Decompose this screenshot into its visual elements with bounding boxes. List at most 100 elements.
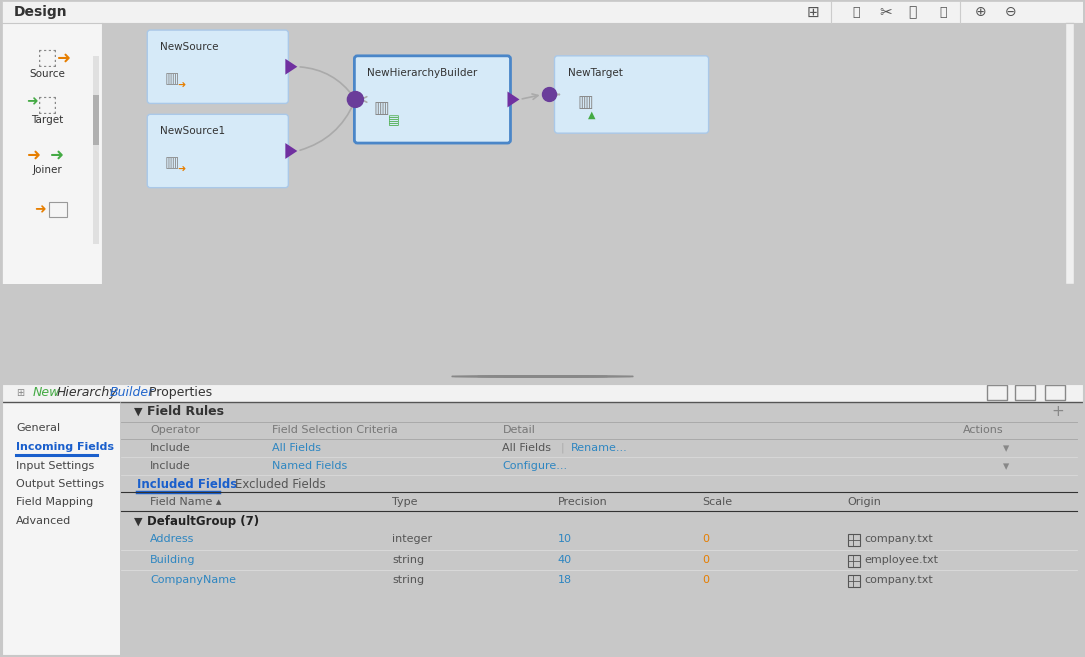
Text: ▥: ▥ <box>577 93 593 112</box>
FancyBboxPatch shape <box>2 402 120 655</box>
Text: ➜: ➜ <box>177 81 186 91</box>
Text: Origin: Origin <box>847 497 881 507</box>
FancyBboxPatch shape <box>93 95 99 145</box>
Polygon shape <box>285 143 297 159</box>
Text: Type: Type <box>393 497 418 507</box>
Text: 📋: 📋 <box>939 6 946 18</box>
Text: Source: Source <box>29 69 65 79</box>
Text: ▼: ▼ <box>135 407 143 417</box>
FancyBboxPatch shape <box>1065 23 1074 284</box>
Text: General: General <box>16 423 61 433</box>
FancyBboxPatch shape <box>2 23 102 284</box>
FancyBboxPatch shape <box>148 114 289 188</box>
Text: ➜: ➜ <box>35 202 46 216</box>
Text: Excluded Fields: Excluded Fields <box>235 478 327 491</box>
Text: ➜: ➜ <box>27 146 41 164</box>
Text: NewSource: NewSource <box>161 42 219 52</box>
Polygon shape <box>508 91 520 107</box>
Text: ▾: ▾ <box>1003 461 1009 474</box>
Text: Builder: Builder <box>110 386 153 399</box>
Circle shape <box>542 87 557 101</box>
Text: ▲: ▲ <box>587 109 595 120</box>
Circle shape <box>451 376 582 377</box>
Text: NewSource1: NewSource1 <box>161 126 226 136</box>
FancyBboxPatch shape <box>554 56 709 133</box>
Text: Field Rules: Field Rules <box>148 405 225 419</box>
Text: Field Mapping: Field Mapping <box>16 497 93 507</box>
Circle shape <box>503 376 634 377</box>
Text: Target: Target <box>31 115 63 125</box>
Text: ▾: ▾ <box>1003 443 1009 455</box>
Text: ▥: ▥ <box>373 99 390 118</box>
Text: CompanyName: CompanyName <box>150 575 237 585</box>
Text: integer: integer <box>393 534 433 545</box>
Text: Scale: Scale <box>703 497 732 507</box>
Text: ⊞: ⊞ <box>16 388 24 397</box>
Text: Building: Building <box>150 555 195 564</box>
Text: string: string <box>393 555 424 564</box>
Text: 18: 18 <box>558 575 572 585</box>
Text: +: + <box>1051 404 1064 419</box>
Text: ⬚: ⬚ <box>37 48 58 68</box>
Text: Include: Include <box>150 443 191 453</box>
Text: ⊞: ⊞ <box>806 5 819 20</box>
Text: 40: 40 <box>558 555 572 564</box>
FancyBboxPatch shape <box>2 384 1083 402</box>
Text: ✂: ✂ <box>879 5 892 20</box>
Text: NewTarget: NewTarget <box>567 68 623 78</box>
Text: |: | <box>561 443 564 453</box>
Text: Output Settings: Output Settings <box>16 479 104 489</box>
Text: ➜: ➜ <box>50 146 64 164</box>
Text: All Fields: All Fields <box>502 443 551 453</box>
Text: 🗑: 🗑 <box>852 6 859 18</box>
Text: Configure...: Configure... <box>502 461 567 471</box>
FancyArrowPatch shape <box>301 67 354 97</box>
Text: Precision: Precision <box>558 497 608 507</box>
FancyBboxPatch shape <box>2 1 1083 23</box>
Text: 10: 10 <box>558 534 572 545</box>
Text: Rename...: Rename... <box>571 443 627 453</box>
Polygon shape <box>285 59 297 75</box>
Text: ⊖: ⊖ <box>1005 5 1017 19</box>
Text: 0: 0 <box>703 534 710 545</box>
FancyBboxPatch shape <box>93 56 99 244</box>
Text: ▤: ▤ <box>387 114 399 127</box>
Text: Operator: Operator <box>150 425 200 435</box>
Text: Properties: Properties <box>145 386 213 399</box>
Text: employee.txt: employee.txt <box>865 555 939 564</box>
Text: company.txt: company.txt <box>865 534 933 545</box>
Text: Included Fields: Included Fields <box>137 478 238 491</box>
Text: DefaultGroup (7): DefaultGroup (7) <box>148 515 259 528</box>
Text: string: string <box>393 575 424 585</box>
Text: ➜: ➜ <box>177 165 186 175</box>
Text: Input Settings: Input Settings <box>16 461 94 471</box>
Text: Address: Address <box>150 534 194 545</box>
Text: ▼: ▼ <box>135 516 143 526</box>
Text: ➜: ➜ <box>26 95 38 108</box>
FancyBboxPatch shape <box>355 56 510 143</box>
Text: Detail: Detail <box>502 425 535 435</box>
Circle shape <box>477 376 608 377</box>
Text: Named Fields: Named Fields <box>272 461 347 471</box>
Text: Field Name ▴: Field Name ▴ <box>150 497 221 507</box>
Text: Design: Design <box>14 5 67 19</box>
Text: ⧉: ⧉ <box>908 5 917 19</box>
Text: 0: 0 <box>703 575 710 585</box>
Circle shape <box>347 91 363 107</box>
Text: Joiner: Joiner <box>33 165 62 175</box>
Text: Include: Include <box>150 461 191 471</box>
Text: ▥: ▥ <box>164 71 179 86</box>
FancyArrowPatch shape <box>301 102 355 150</box>
FancyBboxPatch shape <box>148 30 289 103</box>
Text: Advanced: Advanced <box>16 516 72 526</box>
Text: company.txt: company.txt <box>865 575 933 585</box>
Text: All Fields: All Fields <box>272 443 321 453</box>
Text: ⊕: ⊕ <box>975 5 986 19</box>
Text: ➜: ➜ <box>58 49 72 67</box>
Text: NewHierarchyBuilder: NewHierarchyBuilder <box>368 68 477 78</box>
Text: New: New <box>33 386 60 399</box>
Text: Hierarchy: Hierarchy <box>56 386 117 399</box>
Text: Incoming Fields: Incoming Fields <box>16 442 114 452</box>
Text: Actions: Actions <box>962 425 1004 435</box>
Text: 0: 0 <box>703 555 710 564</box>
